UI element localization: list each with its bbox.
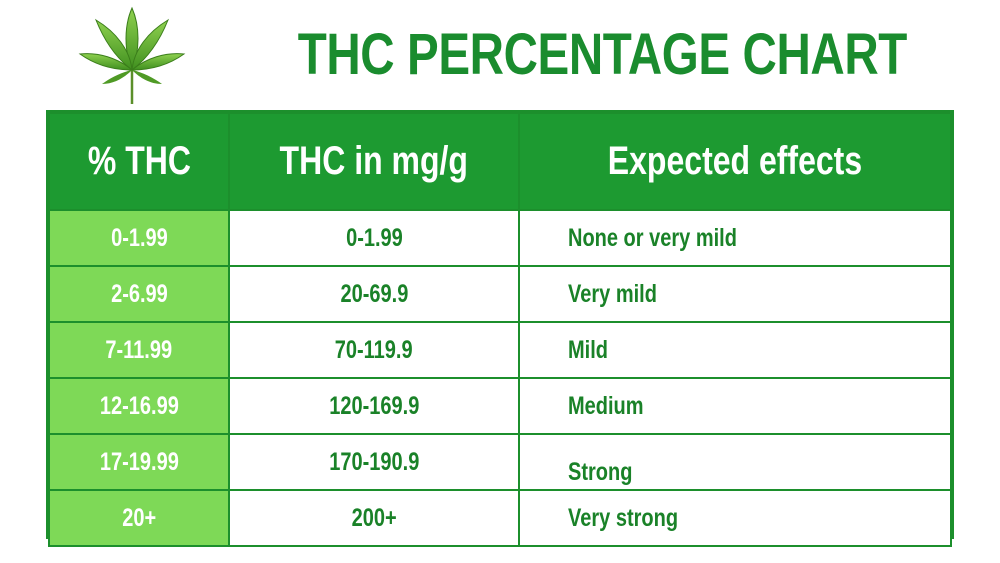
header-pct-thc: % THC	[48, 112, 230, 211]
cannabis-leaf-icon	[78, 6, 186, 104]
header-thc-mg: THC in mg/g	[228, 112, 520, 211]
pct-cell: 12-16.99	[48, 377, 230, 435]
mg-cell: 70-119.9	[228, 321, 520, 379]
header-expected-effects: Expected effects	[518, 112, 952, 211]
mg-cell: 170-190.9	[228, 433, 520, 491]
mg-cell: 120-169.9	[228, 377, 520, 435]
table-row: 7-11.99 70-119.9 Mild	[48, 321, 952, 379]
pct-cell: 2-6.99	[48, 265, 230, 323]
effect-cell: Very strong	[518, 489, 952, 547]
effect-cell: None or very mild	[518, 209, 952, 267]
effect-cell: Strong	[518, 433, 952, 491]
pct-cell: 0-1.99	[48, 209, 230, 267]
page-title: THC PERCENTAGE CHART	[297, 22, 908, 87]
mg-cell: 20-69.9	[228, 265, 520, 323]
pct-cell: 7-11.99	[48, 321, 230, 379]
mg-cell: 0-1.99	[228, 209, 520, 267]
effect-cell: Medium	[518, 377, 952, 435]
table-row: 12-16.99 120-169.9 Medium	[48, 377, 952, 435]
thc-table: % THC THC in mg/g Expected effects 0-1.9…	[46, 110, 954, 547]
effect-cell: Very mild	[518, 265, 952, 323]
table-row: 20+ 200+ Very strong	[48, 489, 952, 547]
table-row: 2-6.99 20-69.9 Very mild	[48, 265, 952, 323]
table-row: 17-19.99 170-190.9 Strong	[48, 433, 952, 491]
effect-cell: Mild	[518, 321, 952, 379]
pct-cell: 20+	[48, 489, 230, 547]
mg-cell: 200+	[228, 489, 520, 547]
pct-cell: 17-19.99	[48, 433, 230, 491]
table-header-row: % THC THC in mg/g Expected effects	[48, 112, 952, 211]
table-row: 0-1.99 0-1.99 None or very mild	[48, 209, 952, 267]
